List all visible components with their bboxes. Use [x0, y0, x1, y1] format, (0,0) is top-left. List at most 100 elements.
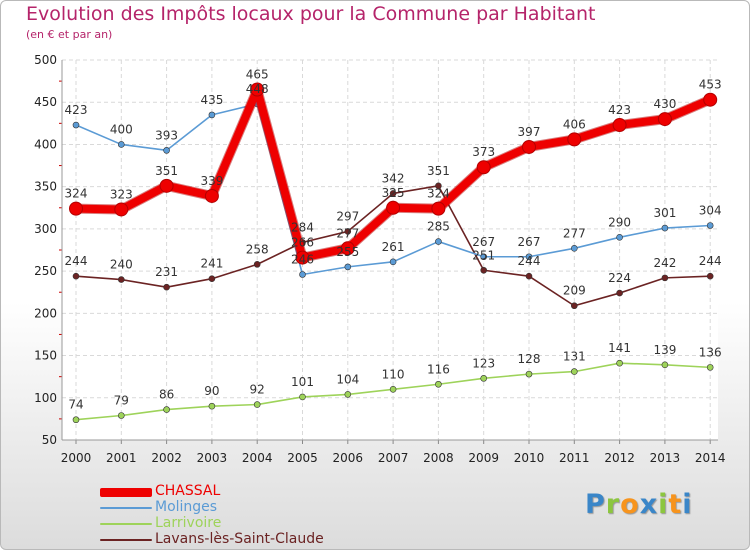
data-label: 244	[699, 254, 722, 268]
x-tick-label: 2011	[559, 451, 590, 465]
y-tick-label: 100	[34, 391, 57, 405]
data-point	[661, 224, 669, 232]
data-label: 373	[472, 145, 495, 159]
data-label: 141	[608, 341, 631, 355]
x-tick-label: 2008	[423, 451, 454, 465]
data-point	[69, 201, 83, 216]
data-label: 323	[110, 187, 133, 201]
legend-swatch	[100, 507, 152, 509]
legend-label: Lavans-lès-Saint-Claude	[155, 531, 324, 547]
data-label: 301	[653, 206, 676, 220]
data-label: 110	[382, 367, 405, 381]
data-label: 325	[382, 186, 405, 200]
data-point	[208, 275, 216, 283]
data-label: 139	[653, 343, 676, 357]
data-point	[657, 112, 672, 127]
x-tick-label: 2001	[106, 451, 137, 465]
data-label: 393	[155, 128, 178, 142]
legend-label: Larrivoire	[155, 515, 222, 531]
data-label: 266	[291, 236, 314, 250]
data-label: 209	[563, 284, 586, 298]
data-label: 423	[608, 103, 631, 117]
data-point	[612, 118, 627, 133]
logo-letter: r	[605, 489, 621, 520]
data-label: 123	[472, 356, 495, 370]
x-tick-label: 2003	[197, 451, 228, 465]
data-label: 136	[699, 345, 722, 359]
data-point	[480, 375, 488, 382]
data-label: 339	[200, 174, 223, 188]
data-label: 406	[563, 117, 586, 131]
data-point	[522, 139, 536, 154]
data-label: 435	[200, 93, 223, 107]
data-label: 277	[336, 226, 359, 240]
data-label: 453	[699, 78, 722, 92]
data-label: 297	[336, 209, 359, 223]
chart-subtitle: (en € et par an)	[26, 28, 113, 41]
data-point	[72, 272, 80, 280]
data-label: 267	[472, 235, 495, 249]
data-point	[295, 250, 310, 265]
data-point	[114, 202, 129, 217]
legend-swatch	[100, 539, 152, 541]
data-label: 86	[159, 388, 174, 402]
data-point	[616, 289, 623, 297]
data-label: 290	[608, 215, 631, 229]
logo-letter: P	[585, 489, 606, 520]
data-label: 465	[246, 68, 269, 82]
data-label: 261	[382, 240, 405, 254]
legend-label: CHASSAL	[155, 483, 221, 499]
x-tick-label: 2014	[695, 451, 726, 465]
data-label: 324	[427, 187, 450, 201]
data-label: 240	[110, 258, 133, 272]
data-point	[163, 147, 170, 154]
data-point	[163, 406, 170, 413]
data-point	[204, 188, 219, 203]
data-label: 241	[200, 257, 223, 271]
y-tick-label: 50	[42, 433, 57, 447]
data-label: 342	[382, 171, 405, 185]
x-tick-label: 2005	[287, 451, 318, 465]
x-tick-label: 2006	[333, 451, 364, 465]
x-tick-label: 2009	[468, 451, 499, 465]
data-point	[208, 402, 216, 410]
logo-letter: o	[620, 489, 640, 520]
data-point	[299, 271, 306, 278]
data-point	[480, 266, 488, 274]
x-tick-label: 2010	[514, 451, 545, 465]
chart-title: Evolution des Impôts locaux pour la Comm…	[26, 3, 596, 25]
data-label: 101	[291, 375, 314, 389]
data-point	[159, 178, 174, 193]
data-label: 430	[653, 97, 676, 111]
data-point	[344, 391, 352, 398]
data-point	[299, 393, 306, 401]
data-label: 285	[427, 220, 450, 234]
data-point	[386, 200, 401, 215]
data-label: 284	[291, 220, 314, 234]
data-label: 246	[291, 252, 314, 266]
proxiti-logo: Proxiti	[585, 489, 693, 520]
y-tick-label: 200	[34, 306, 57, 320]
data-label: 258	[246, 242, 269, 256]
data-label: 251	[472, 248, 495, 262]
data-point	[435, 238, 442, 245]
data-point	[431, 201, 446, 216]
data-point	[340, 241, 355, 256]
y-tick-label: 350	[34, 180, 57, 194]
data-point	[163, 283, 170, 291]
data-label: 400	[110, 122, 133, 136]
data-label: 90	[204, 384, 219, 398]
data-label: 267	[518, 235, 541, 249]
data-label: 324	[65, 187, 88, 201]
data-point	[118, 276, 125, 283]
logo-letter: x	[639, 489, 659, 520]
data-label: 104	[336, 372, 359, 386]
data-point	[72, 121, 80, 129]
y-tick-label: 400	[34, 137, 57, 151]
y-tick-label: 250	[34, 264, 57, 278]
data-label: 423	[65, 103, 88, 117]
data-label: 351	[155, 164, 178, 178]
data-point	[570, 368, 578, 375]
data-point	[570, 245, 578, 252]
logo-letter: i	[682, 489, 693, 520]
